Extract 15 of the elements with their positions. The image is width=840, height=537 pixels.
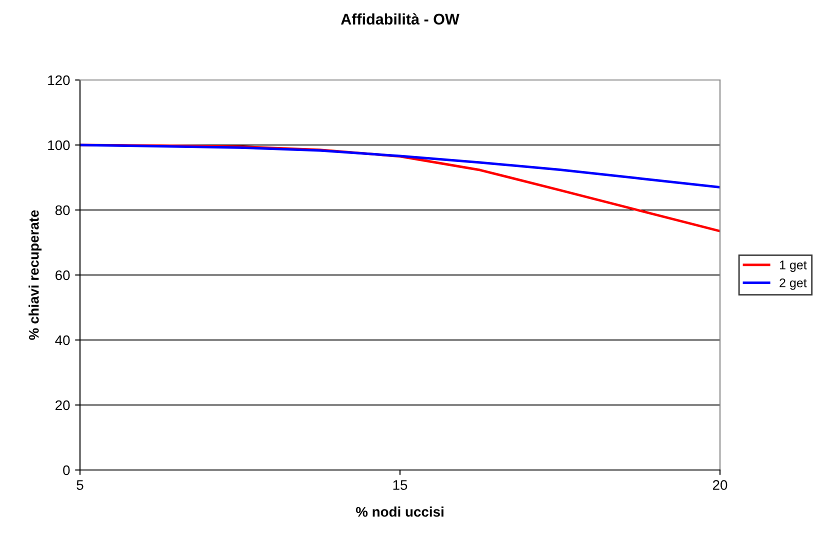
x-tick-label: 20 <box>712 480 728 490</box>
chart-title: Affidabilità - OW <box>340 13 460 25</box>
y-tick-label: 80 <box>55 205 70 216</box>
x-axis-title: % nodi uccisi <box>356 506 444 517</box>
y-axis-title: % chiavi recuperate <box>28 210 42 340</box>
y-tick-label: 0 <box>63 465 70 476</box>
x-tick-label: 5 <box>76 480 84 490</box>
y-tick-label: 20 <box>56 400 70 410</box>
y-tick-label: 40 <box>55 335 70 346</box>
legend-label: 1 get <box>780 260 807 272</box>
y-tick-label: 60 <box>56 270 70 280</box>
legend-label: 2 get <box>780 278 807 290</box>
y-tick-label: 100 <box>48 140 70 150</box>
x-tick-label: 15 <box>393 480 408 490</box>
y-tick-label: 120 <box>48 75 70 86</box>
